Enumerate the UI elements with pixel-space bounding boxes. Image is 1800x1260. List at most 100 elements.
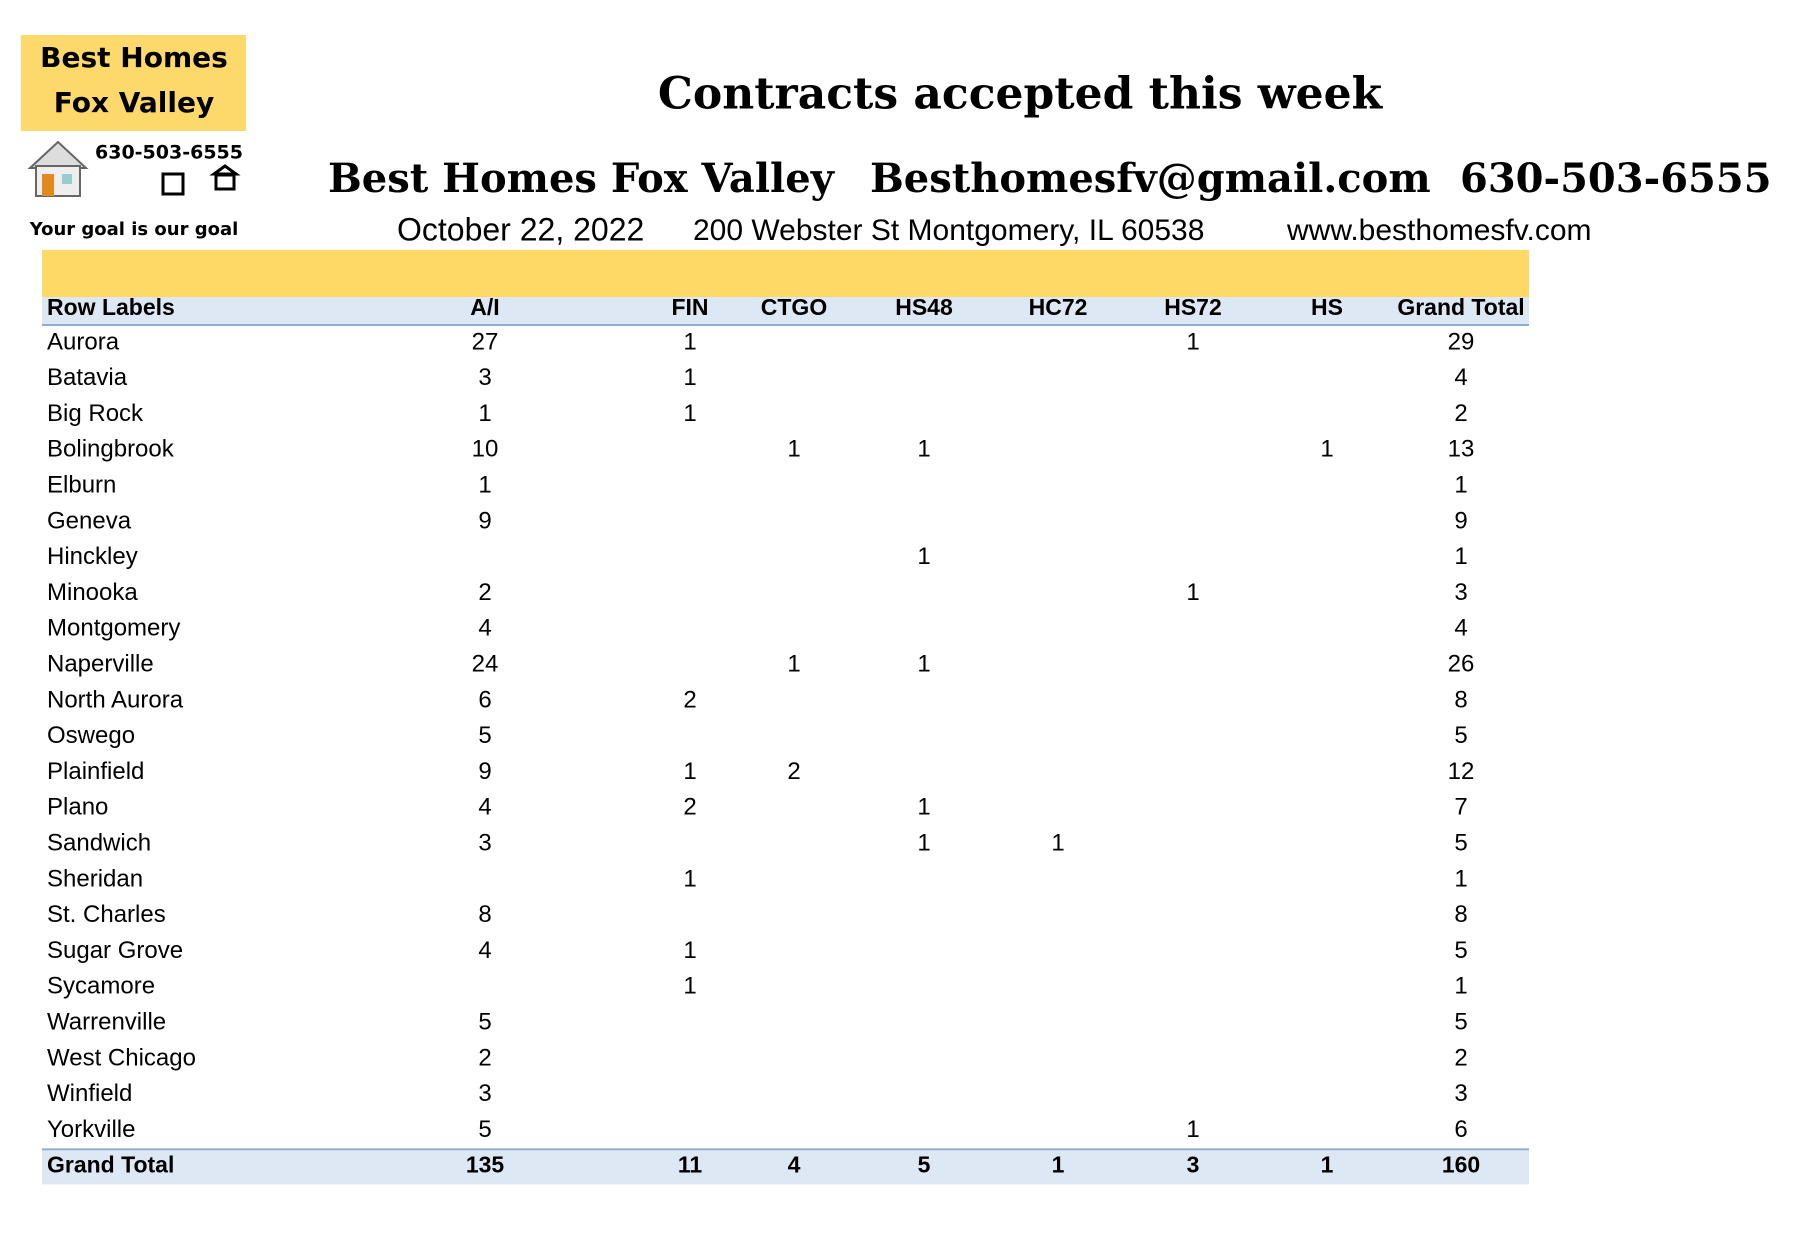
total-cell: 5	[918, 1151, 931, 1177]
total-cell: 4	[788, 1151, 801, 1177]
cell: 1	[787, 651, 800, 678]
cell: 13	[1448, 436, 1475, 463]
cell: 1	[683, 758, 696, 785]
cell: 5	[1454, 937, 1467, 964]
cell: 5	[1454, 830, 1467, 857]
cell: 8	[1454, 901, 1467, 928]
cell: 1	[1186, 1116, 1199, 1143]
website: www.besthomesfv.com	[1286, 214, 1592, 247]
row-label: Big Rock	[47, 400, 144, 427]
row-label: Warrenville	[47, 1009, 166, 1036]
total-cell: 3	[1187, 1151, 1200, 1177]
row-label: Montgomery	[47, 615, 180, 642]
cell: 3	[478, 364, 491, 391]
cell: 1	[917, 651, 930, 678]
cell: 1	[1051, 830, 1064, 857]
cell: 12	[1448, 758, 1475, 785]
logo-line: Best Homes	[40, 41, 228, 74]
cell: 10	[472, 436, 499, 463]
cell: 2	[683, 794, 696, 821]
cell: 1	[683, 937, 696, 964]
table: Row Labels A/I FIN CTGO HS48 HC72 HS72 HS Grand …	[42, 294, 1529, 1185]
cell: 26	[1448, 651, 1475, 678]
cell: 3	[1454, 579, 1467, 606]
total-label: Grand Total	[47, 1151, 174, 1177]
column-header: Row Labels	[47, 294, 175, 320]
row-label: North Aurora	[47, 686, 184, 713]
cell: 3	[478, 1080, 491, 1107]
cell: 29	[1448, 328, 1475, 355]
cell: 8	[478, 901, 491, 928]
cell: 5	[478, 1009, 491, 1036]
cell: 1	[683, 865, 696, 892]
cell: 6	[1454, 1116, 1467, 1143]
cell: 1	[917, 830, 930, 857]
cell: 7	[1454, 794, 1467, 821]
total-row-bg	[42, 1150, 1529, 1185]
column-header: Grand Total	[1397, 294, 1524, 320]
row-label: St. Charles	[47, 901, 166, 928]
cell: 1	[1186, 328, 1199, 355]
cell: 2	[1454, 400, 1467, 427]
cell: 1	[683, 328, 696, 355]
cell: 3	[1454, 1080, 1467, 1107]
cell: 1	[683, 364, 696, 391]
logo-tagline: Your goal is our goal	[29, 219, 239, 240]
cell: 9	[1454, 507, 1467, 534]
cell: 1	[787, 436, 800, 463]
cell: 4	[478, 794, 491, 821]
column-header: HS	[1311, 294, 1343, 320]
column-header: HS72	[1164, 294, 1222, 320]
cell: 3	[478, 830, 491, 857]
row-label: Sycamore	[47, 973, 155, 1000]
cell: 5	[478, 1116, 491, 1143]
row-label: Geneva	[47, 507, 132, 534]
cell: 1	[1454, 472, 1467, 499]
title: Contracts accepted this week	[658, 69, 1384, 120]
cell: 2	[1454, 1044, 1467, 1071]
row-label: Yorkville	[47, 1116, 136, 1143]
row-label: Plainfield	[47, 758, 144, 785]
header-row-bg	[42, 297, 1529, 325]
row-label: Oswego	[47, 722, 135, 749]
row-label: Naperville	[47, 651, 154, 678]
cell: 27	[472, 328, 499, 355]
cell: 8	[1454, 686, 1467, 713]
column-header: HC72	[1029, 294, 1088, 320]
cell: 1	[917, 543, 930, 570]
email: Besthomesfv@gmail.com	[870, 155, 1431, 202]
row-label: Aurora	[47, 328, 120, 355]
phone: 630-503-6555	[1460, 155, 1772, 202]
logo-phone: 630-503-6555	[95, 142, 243, 164]
total-cell: 135	[466, 1151, 505, 1177]
row-label: Winfield	[47, 1080, 132, 1107]
total-cell: 1	[1052, 1151, 1065, 1177]
total-cell: 1	[1321, 1151, 1334, 1177]
logo-line: Fox Valley	[54, 86, 215, 119]
cell: 5	[1454, 722, 1467, 749]
row-label: Batavia	[47, 364, 128, 391]
total-cell: 11	[678, 1151, 703, 1177]
date: October 22, 2022	[397, 211, 644, 247]
cell: 5	[1454, 1009, 1467, 1036]
column-header: FIN	[671, 294, 708, 320]
row-label: Plano	[47, 794, 108, 821]
row-label: Minooka	[47, 579, 138, 606]
cell: 1	[1454, 865, 1467, 892]
cell: 2	[787, 758, 800, 785]
cell: 4	[478, 937, 491, 964]
cell: 4	[1454, 364, 1467, 391]
cell: 2	[478, 579, 491, 606]
cell: 5	[478, 722, 491, 749]
column-header: A/I	[470, 294, 499, 320]
cell: 1	[683, 973, 696, 1000]
logo-box	[21, 35, 246, 131]
row-label: Bolingbrook	[47, 436, 175, 463]
cell: 1	[1454, 543, 1467, 570]
total-cell: 160	[1442, 1151, 1480, 1177]
cell: 1	[478, 400, 491, 427]
cell: 9	[478, 758, 491, 785]
cell: 2	[478, 1044, 491, 1071]
banner	[42, 250, 1529, 297]
